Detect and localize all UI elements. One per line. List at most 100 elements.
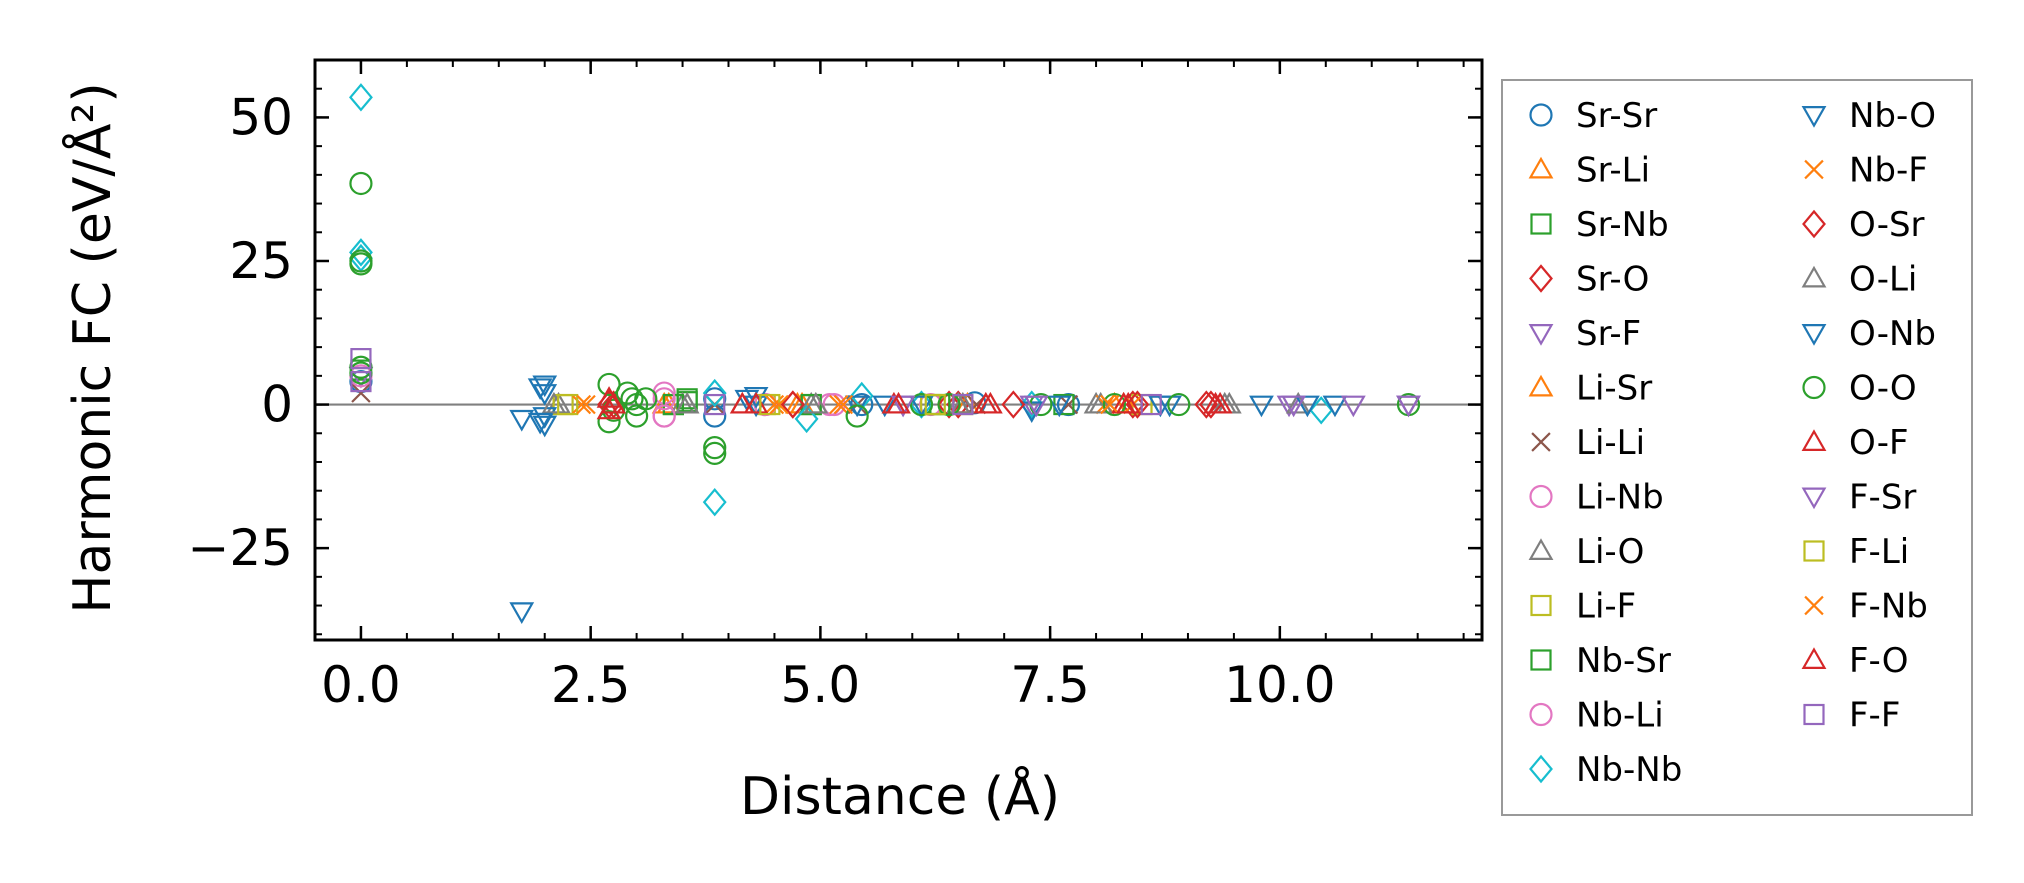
legend-marker <box>1528 156 1554 179</box>
legend-entry: Sr-F <box>1528 314 1641 354</box>
y-tick-labels: −25 0 25 50 <box>187 88 293 577</box>
data-point <box>1001 390 1026 419</box>
legend-entry: Li-Li <box>1531 423 1645 463</box>
data-point <box>1125 390 1150 419</box>
data-point <box>596 397 622 420</box>
legend-frame <box>1501 79 1973 816</box>
legend-label: O-O <box>1849 369 1917 409</box>
data-point <box>1285 391 1311 414</box>
legend-entry: F-F <box>1803 696 1900 736</box>
legend-marker <box>1804 159 1824 180</box>
legend-entry: Sr-Li <box>1528 151 1650 191</box>
legend-marker <box>1801 265 1827 288</box>
legend-marker <box>1801 647 1827 669</box>
series-Nb-Nb <box>349 83 1334 517</box>
data-point <box>1046 395 1072 418</box>
x-tick-labels: 0.0 2.5 5.0 7.5 10.0 <box>321 656 1335 714</box>
legend-label: Li-O <box>1576 532 1644 572</box>
data-point <box>576 394 596 415</box>
legend-entry: Li-O <box>1528 532 1644 572</box>
data-point <box>803 391 829 414</box>
data-point <box>350 370 372 393</box>
data-point <box>1194 390 1219 419</box>
data-point <box>1295 395 1320 418</box>
x-tick-label: 0.0 <box>321 656 401 714</box>
legend-label: Li-Li <box>1576 423 1645 463</box>
legend-marker <box>1804 595 1824 616</box>
legend-entry: Li-Sr <box>1528 369 1652 409</box>
data-point <box>620 387 644 411</box>
data-point <box>350 348 372 370</box>
data-point <box>937 390 961 419</box>
legend-marker <box>1529 702 1553 727</box>
legend-entry: Nb-O <box>1801 96 1936 136</box>
data-point <box>532 384 558 406</box>
legend-label: O-Li <box>1849 260 1917 300</box>
data-point <box>571 394 592 415</box>
data-point <box>924 393 946 416</box>
data-point <box>890 395 916 418</box>
legend-marker <box>1801 106 1827 128</box>
y-tick-label: 25 <box>229 232 293 290</box>
data-point <box>652 387 676 411</box>
series-F-Nb <box>576 394 1120 415</box>
data-point <box>349 83 373 112</box>
data-point <box>937 392 961 417</box>
legend-entry: Sr-Nb <box>1530 205 1669 245</box>
x-tick-label: 10.0 <box>1224 656 1335 714</box>
legend-label: F-Li <box>1849 532 1909 572</box>
legend-label: F-F <box>1849 696 1900 736</box>
legend-label: Sr-Li <box>1576 151 1650 191</box>
legend-entry: O-F <box>1801 423 1909 463</box>
legend-marker <box>1802 209 1826 239</box>
x-tick-label: 2.5 <box>551 656 631 714</box>
data-point <box>509 409 535 432</box>
legend-label: Sr-F <box>1576 314 1641 354</box>
data-point <box>652 404 676 428</box>
legend-label: Nb-Nb <box>1576 750 1682 790</box>
data-point <box>532 415 558 438</box>
data-point <box>1396 395 1421 418</box>
legend-label: Nb-Sr <box>1576 641 1671 681</box>
data-point <box>527 378 553 401</box>
legend-entry: O-Sr <box>1802 205 1925 245</box>
data-point <box>977 391 1003 414</box>
data-point <box>1207 391 1233 414</box>
data-point <box>1167 392 1191 417</box>
data-point <box>833 394 854 415</box>
legend-label: Li-F <box>1576 587 1636 627</box>
data-point <box>674 391 700 414</box>
data-point <box>1249 395 1274 418</box>
legend-entry: F-Nb <box>1804 587 1928 627</box>
legend-marker <box>1528 324 1554 346</box>
x-tick-label: 5.0 <box>781 656 861 714</box>
data-point <box>349 171 373 196</box>
legend-entry: F-O <box>1801 641 1909 681</box>
data-point <box>952 393 974 416</box>
legend-marker <box>1528 374 1554 397</box>
legend-label: O-Nb <box>1849 314 1936 354</box>
data-point <box>1322 395 1348 418</box>
data-point <box>509 602 535 625</box>
data-point <box>634 387 658 411</box>
data-point <box>601 391 627 414</box>
data-point <box>794 404 819 434</box>
data-points <box>348 83 1421 625</box>
data-point <box>909 392 934 417</box>
legend-entry: Nb-Sr <box>1530 641 1671 681</box>
data-point <box>1140 393 1162 416</box>
legend-marker <box>1802 375 1826 400</box>
legend: Sr-Sr Sr-Li Sr-Nb Sr-O Sr-F Li-Sr Li-Li Li-Nb Li… <box>1501 79 1973 816</box>
data-point <box>702 378 727 408</box>
legend-entry: Li-Nb <box>1529 478 1664 518</box>
legend-marker <box>1530 594 1552 617</box>
legend-label: Nb-Li <box>1576 696 1664 736</box>
legend-label: F-Sr <box>1849 478 1916 518</box>
data-point <box>1281 395 1307 418</box>
legend-entry: Nb-Nb <box>1529 750 1682 790</box>
legend-marker <box>1531 432 1551 452</box>
legend-label: Sr-Nb <box>1576 205 1669 245</box>
data-point <box>872 395 898 418</box>
legend-label: F-O <box>1849 641 1909 681</box>
data-point <box>703 441 727 465</box>
